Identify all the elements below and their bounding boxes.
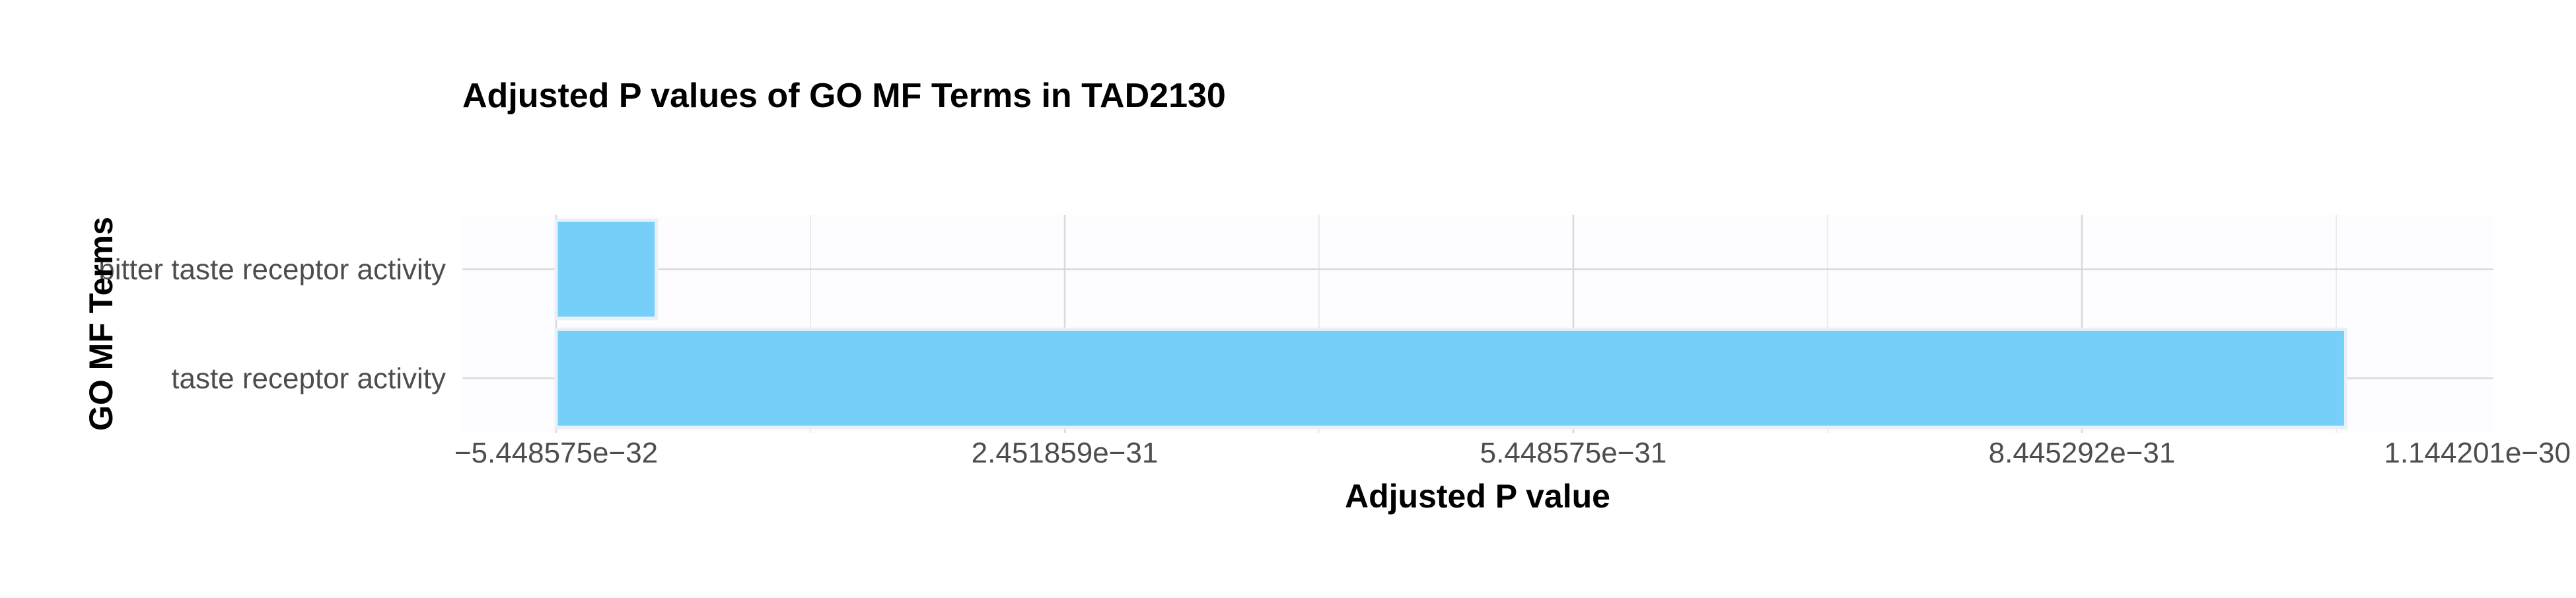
x-tick-label: 5.448575e−31 — [1480, 437, 1667, 469]
bars — [554, 218, 2347, 430]
bar — [554, 327, 2347, 430]
y-axis-title: GO MF Terms — [83, 217, 120, 431]
x-axis-title: Adjusted P value — [1345, 478, 1610, 515]
x-tick-labels: −5.448575e−32 2.451859e−31 5.448575e−31 8.4… — [454, 437, 2571, 469]
bar — [554, 218, 659, 320]
x-tick-label: 8.445292e−31 — [1989, 437, 2176, 469]
x-tick-label: 2.451859e−31 — [972, 437, 1159, 469]
x-tick-label: 1.144201e−30 — [2384, 437, 2571, 469]
y-category-label: bitter taste receptor activity — [98, 254, 446, 286]
y-category-label: taste receptor activity — [171, 363, 446, 395]
x-tick-label: −5.448575e−32 — [454, 437, 658, 469]
y-category-labels: taste receptor activity bitter taste rece… — [98, 254, 446, 395]
chart-title: Adjusted P values of GO MF Terms in TAD2… — [462, 77, 1226, 115]
